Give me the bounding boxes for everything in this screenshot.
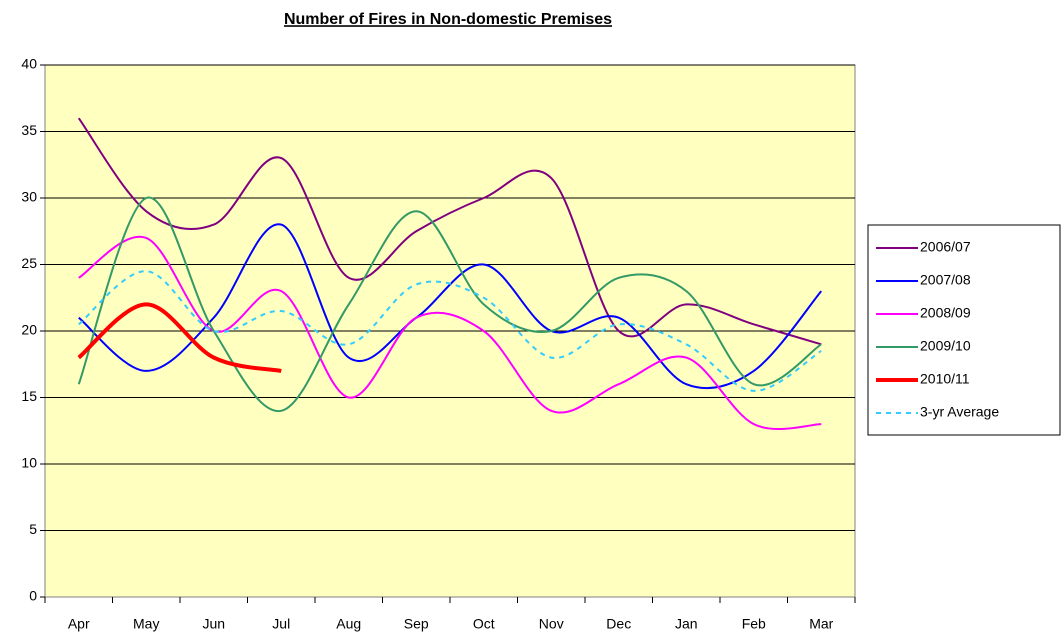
y-tick-label: 30 [21, 189, 37, 205]
y-tick-label: 25 [21, 255, 37, 271]
x-tick-label: Jul [272, 616, 290, 632]
y-tick-label: 5 [29, 521, 37, 537]
legend-label: 3-yr Average [920, 404, 999, 420]
legend-label: 2008/09 [920, 305, 971, 321]
y-tick-label: 40 [21, 56, 37, 72]
series-line [77, 302, 282, 373]
legend-label: 2007/08 [920, 272, 971, 288]
legend-label: 2009/10 [920, 338, 971, 354]
x-tick-label: Mar [809, 616, 833, 632]
x-tick-label: Apr [68, 616, 90, 632]
x-tick-label: Feb [742, 616, 766, 632]
x-tick-label: Aug [336, 616, 361, 632]
legend-label: 2010/11 [920, 371, 970, 387]
series-line [77, 117, 822, 346]
series-line [78, 270, 822, 392]
x-tick-label: Jan [675, 616, 698, 632]
y-tick-label: 10 [21, 455, 37, 471]
x-tick-label: Sep [404, 616, 429, 632]
legend [867, 224, 1061, 436]
series-line [77, 196, 822, 412]
x-tick-label: May [133, 616, 159, 632]
x-tick-label: Oct [473, 616, 495, 632]
series-line [78, 235, 822, 431]
y-tick-label: 20 [21, 322, 37, 338]
legend-label: 2006/07 [920, 239, 971, 255]
y-tick-label: 35 [21, 122, 37, 138]
x-tick-label: Nov [539, 616, 564, 632]
y-tick-label: 15 [21, 388, 37, 404]
y-tick-label: 0 [29, 588, 37, 604]
x-tick-label: Jun [202, 616, 225, 632]
x-tick-label: Dec [606, 616, 631, 632]
chart-title: Number of Fires in Non-domestic Premises [284, 11, 612, 28]
series-line [78, 223, 823, 390]
